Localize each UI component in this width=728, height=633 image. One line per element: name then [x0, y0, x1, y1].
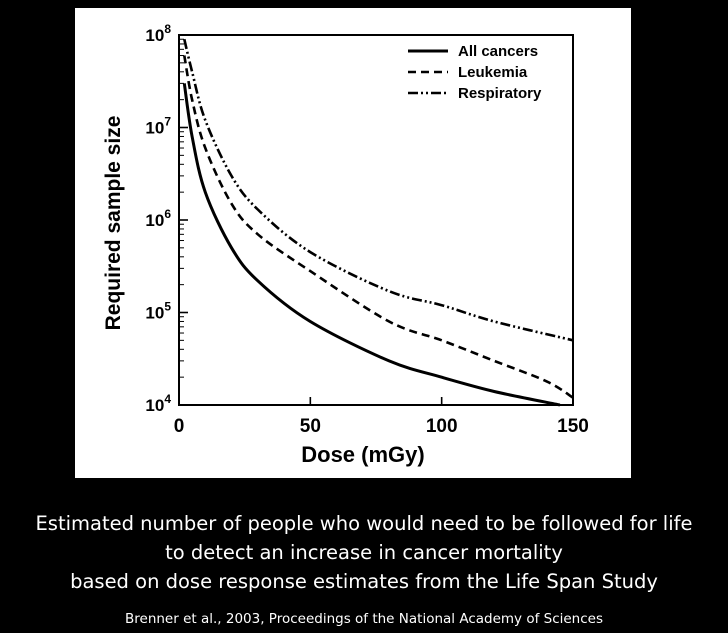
- y-tick-base: 10: [145, 119, 164, 138]
- y-tick-label: 104: [145, 392, 171, 415]
- legend-label: Leukemia: [458, 64, 528, 81]
- y-tick-base: 10: [145, 26, 164, 45]
- caption-line-1: Estimated number of people who would nee…: [35, 512, 693, 535]
- legend-label: Respiratory: [458, 85, 542, 102]
- y-tick-label: 108: [145, 22, 171, 45]
- x-tick-label: 0: [174, 416, 185, 437]
- source-credit: Brenner et al., 2003, Proceedings of the…: [125, 611, 603, 627]
- y-tick-label: 107: [145, 115, 171, 138]
- series-line-respiratory: [183, 38, 574, 342]
- y-tick-exponent: 4: [164, 392, 171, 406]
- legend-label: All cancers: [458, 43, 538, 60]
- series-line-all-cancers: [182, 83, 561, 407]
- series-line-leukemia: [183, 55, 574, 399]
- y-tick-base: 10: [145, 211, 164, 230]
- y-tick-base: 10: [145, 304, 164, 323]
- y-axis-title: Required sample size: [102, 116, 125, 331]
- x-tick-label: 150: [557, 416, 589, 437]
- x-tick-label: 100: [426, 416, 458, 437]
- y-tick-exponent: 6: [164, 207, 171, 221]
- y-tick-label: 105: [145, 300, 171, 323]
- y-tick-label: 106: [145, 207, 171, 230]
- y-tick-exponent: 7: [164, 115, 171, 129]
- y-tick-base: 10: [145, 396, 164, 415]
- y-tick-exponent: 5: [164, 300, 171, 314]
- caption-line-2: to detect an increase in cancer mortalit…: [165, 541, 563, 564]
- x-axis-title: Dose (mGy): [301, 442, 424, 467]
- y-tick-exponent: 8: [164, 22, 171, 36]
- caption-line-3: based on dose response estimates from th…: [70, 570, 658, 593]
- figure-caption: Estimated number of people who would nee…: [0, 509, 728, 596]
- x-tick-label: 50: [300, 416, 321, 437]
- chart-panel: 0 50 100 150 104 105 106 107 108 Dose (mGy) Requir…: [75, 8, 631, 478]
